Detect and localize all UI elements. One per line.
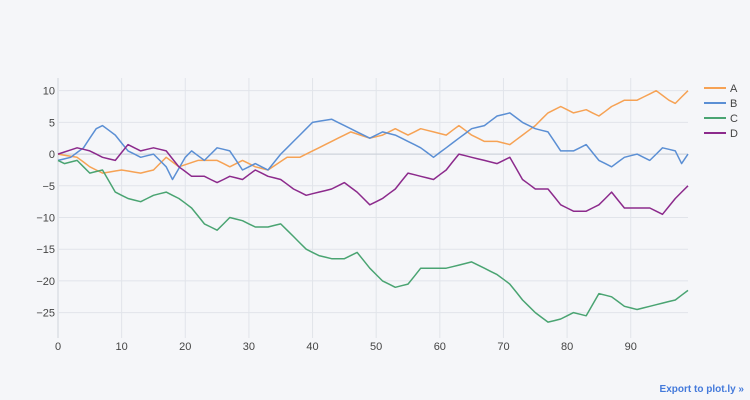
legend-label: C xyxy=(730,113,738,125)
x-tick-label: 30 xyxy=(243,341,255,353)
y-tick-label: −15 xyxy=(36,244,55,256)
y-tick-label: −20 xyxy=(36,276,55,288)
legend-item-b[interactable]: B xyxy=(704,98,737,110)
y-tick-label: −25 xyxy=(36,308,55,320)
x-tick-label: 10 xyxy=(116,341,128,353)
export-to-plotly-link[interactable]: Export to plot.ly » xyxy=(659,384,744,395)
series-line-c[interactable] xyxy=(57,159,689,323)
series-line-a[interactable] xyxy=(57,89,689,174)
x-tick-label: 50 xyxy=(370,341,382,353)
x-tick-label: 40 xyxy=(306,341,318,353)
series-line-b[interactable] xyxy=(57,112,689,181)
legend-label: B xyxy=(730,98,737,110)
y-tick-label: 5 xyxy=(49,117,55,129)
x-tick-label: 90 xyxy=(625,341,637,353)
x-tick-label: 20 xyxy=(179,341,191,353)
y-tick-label: −10 xyxy=(36,213,55,225)
grid-layer xyxy=(57,78,688,338)
legend-item-c[interactable]: C xyxy=(704,113,738,125)
y-tick-label: 10 xyxy=(43,86,55,98)
y-tick-label: −5 xyxy=(42,181,55,193)
legend-label: D xyxy=(730,128,738,140)
y-tick-label: 0 xyxy=(49,149,55,161)
series-line-d[interactable] xyxy=(57,143,689,216)
x-tick-label: 60 xyxy=(434,341,446,353)
x-tick-label: 70 xyxy=(497,341,509,353)
legend-item-d[interactable]: D xyxy=(704,128,738,140)
legend-label: A xyxy=(730,83,738,95)
series-layer xyxy=(57,89,689,323)
x-tick-label: 80 xyxy=(561,341,573,353)
x-tick-label: 0 xyxy=(55,341,61,353)
legend-item-a[interactable]: A xyxy=(704,83,738,95)
